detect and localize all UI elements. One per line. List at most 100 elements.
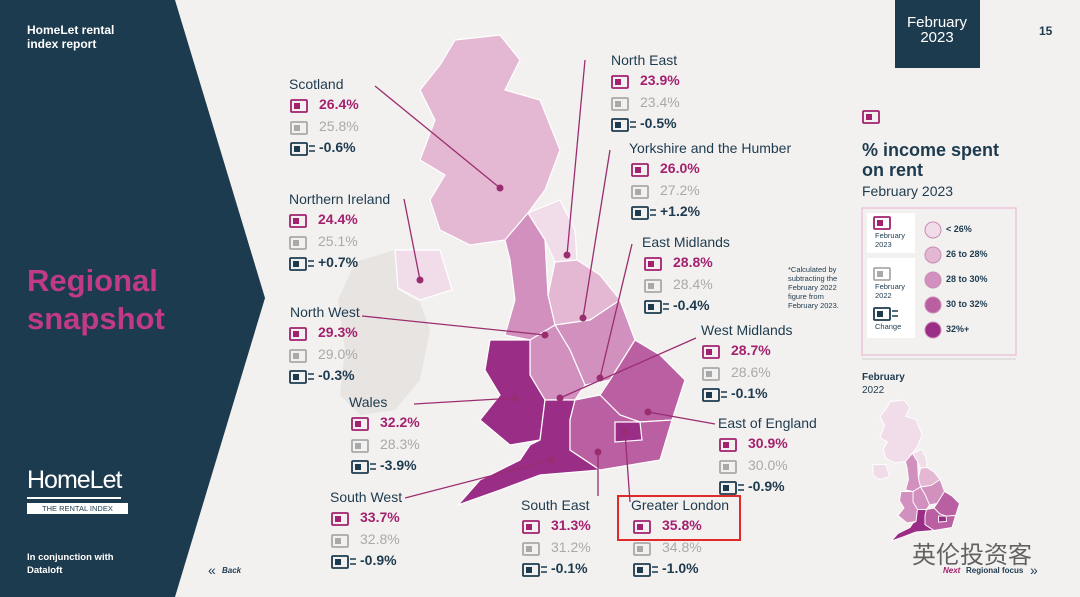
leader-dot	[621, 428, 629, 436]
region-change: -0.9%	[360, 552, 397, 568]
icon-body	[644, 257, 662, 271]
icon-body	[719, 438, 737, 452]
watermark: 英伦投资客	[912, 542, 1032, 569]
region-feb-2022: 28.4%	[673, 275, 713, 292]
leader-dot	[511, 394, 519, 402]
region-feb-2022: 25.8%	[319, 117, 359, 134]
region-change: -0.4%	[673, 297, 710, 313]
icon-body	[873, 307, 891, 321]
wallet-icon	[611, 75, 629, 89]
icon-body	[702, 366, 720, 381]
wallet-icon	[290, 142, 315, 156]
icon-tab	[615, 122, 621, 128]
leader-dot	[496, 184, 504, 192]
icon-body	[522, 541, 540, 556]
icon-tab	[637, 524, 643, 530]
icon-tab	[294, 124, 300, 131]
wallet-icon	[522, 520, 540, 534]
wallet-icon	[633, 541, 651, 556]
legend-box	[861, 207, 1017, 356]
icon-body	[331, 512, 349, 526]
region-name: North West	[290, 304, 360, 320]
legend-swatch	[924, 271, 942, 289]
next-label[interactable]: Next	[943, 566, 961, 575]
legend-swatch	[924, 221, 942, 239]
icon-tab	[294, 103, 300, 109]
wallet-icon	[873, 307, 898, 321]
legend-bin-label: 28 to 30%	[946, 274, 988, 284]
wallet-icon	[631, 206, 656, 220]
region-name: South West	[330, 489, 403, 505]
wallet-icon	[631, 163, 649, 177]
leader-dot	[594, 448, 602, 456]
icon-body	[631, 206, 649, 220]
leader-line	[599, 243, 633, 379]
wallet-icon	[644, 278, 662, 293]
icon-tab	[637, 567, 643, 573]
icon-body	[702, 388, 720, 402]
icon-body	[289, 348, 307, 363]
leader-line	[361, 315, 546, 336]
icon-tab	[706, 370, 712, 377]
region-feb-2022: 30.0%	[748, 456, 788, 473]
leader-line	[413, 397, 516, 405]
region-change: -0.6%	[319, 139, 356, 155]
region-feb-2023: 24.4%	[318, 211, 358, 227]
wallet-icon	[633, 520, 651, 534]
icon-body	[633, 520, 651, 534]
icon-body	[633, 541, 651, 556]
date: February 2023	[906, 14, 968, 46]
icon-tab	[877, 271, 883, 277]
icon-body	[611, 118, 629, 132]
legend-icon-box	[867, 258, 915, 338]
icon-tab	[877, 311, 883, 317]
icon-body	[289, 370, 307, 384]
icon-body	[631, 163, 649, 177]
region-feb-2023: 31.3%	[551, 517, 591, 533]
icon-tab	[723, 485, 729, 491]
icon-tab	[335, 559, 341, 565]
icon-body	[873, 216, 891, 230]
inset-year: 2022	[862, 385, 885, 396]
wallet-icon	[289, 214, 307, 228]
icon-body	[331, 555, 349, 569]
icon-tab	[355, 464, 361, 470]
region-shape	[479, 339, 546, 446]
wallet-icon	[331, 533, 349, 548]
region-name: Wales	[349, 394, 388, 410]
note: *Calculated by subtracting the February …	[788, 265, 839, 310]
wallet-icon	[719, 438, 737, 452]
icon-body	[290, 120, 308, 135]
leader-dot	[541, 331, 549, 339]
region-feb-2023: 26.4%	[319, 96, 359, 112]
region-change: -0.3%	[318, 367, 355, 383]
leader-line	[647, 411, 716, 425]
region-shape	[394, 249, 453, 301]
leader-dot	[644, 408, 652, 416]
icon-body	[862, 110, 880, 124]
region-name: East Midlands	[642, 234, 730, 250]
wallet-icon	[289, 257, 314, 271]
sidebar-panel	[0, 0, 265, 597]
icon-tab	[355, 442, 361, 449]
icon-tab	[648, 282, 654, 289]
legend-bin-label: 30 to 32%	[946, 299, 988, 309]
legend-swatch	[924, 246, 942, 264]
inset-title: February	[862, 372, 905, 383]
icon-tab	[355, 421, 361, 427]
wallet-icon	[719, 481, 744, 495]
icon-tab	[648, 261, 654, 267]
next-target[interactable]: Regional focus	[966, 566, 1024, 575]
wallet-icon	[644, 300, 669, 314]
icon-tab	[723, 463, 729, 470]
icon-body	[522, 520, 540, 534]
icon-tab	[866, 114, 872, 120]
icon-tab	[335, 537, 341, 544]
icon-tab	[293, 239, 299, 246]
icon-body	[611, 96, 629, 111]
back-link[interactable]: Back	[222, 566, 242, 575]
date-box	[895, 0, 980, 68]
partner: In conjunction with Dataloft	[27, 552, 114, 576]
region-feb-2022: 27.2%	[660, 181, 700, 198]
